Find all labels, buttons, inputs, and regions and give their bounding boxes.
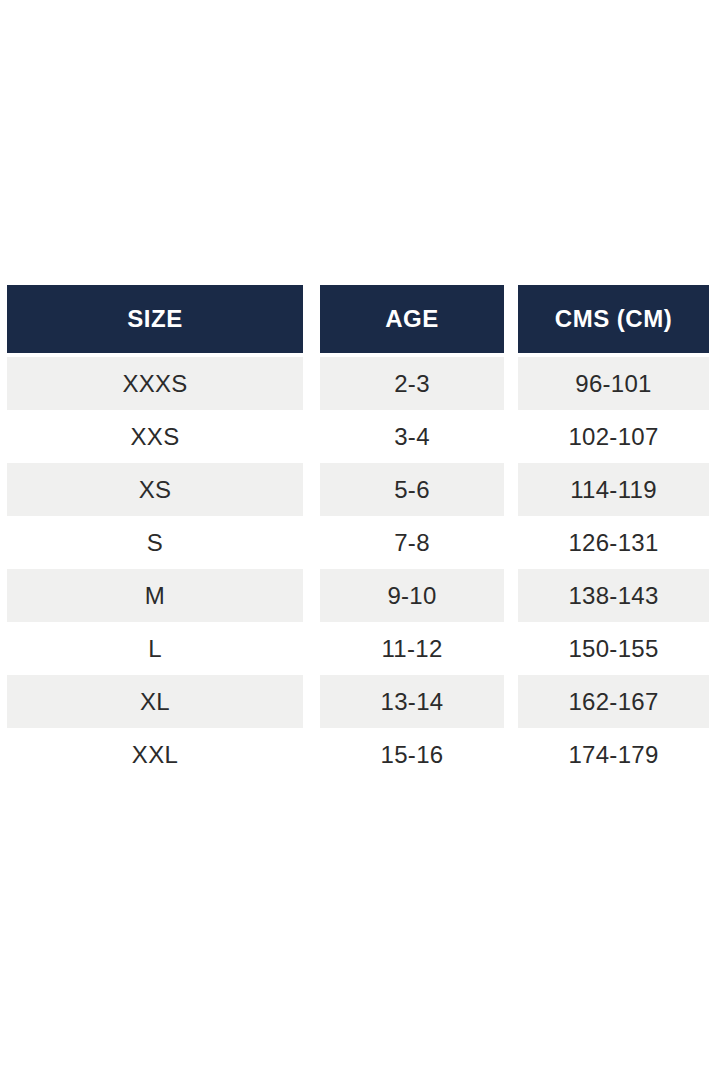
page: SIZE AGE CMS (CM) XXXS 2-3 96-101 XXS 3-… [0,0,712,1067]
table-row: XXS 3-4 102-107 [7,410,709,463]
table-header-row: SIZE AGE CMS (CM) [7,285,709,353]
header-cell-age: AGE [320,285,504,353]
cell-cms: 150-155 [518,622,709,675]
cell-cms: 138-143 [518,569,709,622]
size-chart-table: SIZE AGE CMS (CM) XXXS 2-3 96-101 XXS 3-… [7,285,709,781]
cell-age: 11-12 [320,622,504,675]
table-row: M 9-10 138-143 [7,569,709,622]
header-cell-size: SIZE [7,285,303,353]
cell-size: XS [7,463,303,516]
cell-size: XXS [7,410,303,463]
cell-cms: 162-167 [518,675,709,728]
table-body: XXXS 2-3 96-101 XXS 3-4 102-107 XS 5-6 1… [7,357,709,781]
cell-size: XXL [7,728,303,781]
cell-age: 5-6 [320,463,504,516]
table-row: L 11-12 150-155 [7,622,709,675]
cell-size: XL [7,675,303,728]
table-row: XL 13-14 162-167 [7,675,709,728]
cell-cms: 96-101 [518,357,709,410]
cell-cms: 126-131 [518,516,709,569]
cell-cms: 114-119 [518,463,709,516]
cell-age: 13-14 [320,675,504,728]
table-row: XS 5-6 114-119 [7,463,709,516]
cell-age: 15-16 [320,728,504,781]
cell-age: 7-8 [320,516,504,569]
cell-size: XXXS [7,357,303,410]
cell-size: L [7,622,303,675]
header-cell-cms: CMS (CM) [518,285,709,353]
cell-size: M [7,569,303,622]
cell-age: 9-10 [320,569,504,622]
cell-age: 2-3 [320,357,504,410]
table-row: XXXS 2-3 96-101 [7,357,709,410]
table-row: S 7-8 126-131 [7,516,709,569]
table-row: XXL 15-16 174-179 [7,728,709,781]
cell-size: S [7,516,303,569]
cell-cms: 102-107 [518,410,709,463]
cell-cms: 174-179 [518,728,709,781]
cell-age: 3-4 [320,410,504,463]
